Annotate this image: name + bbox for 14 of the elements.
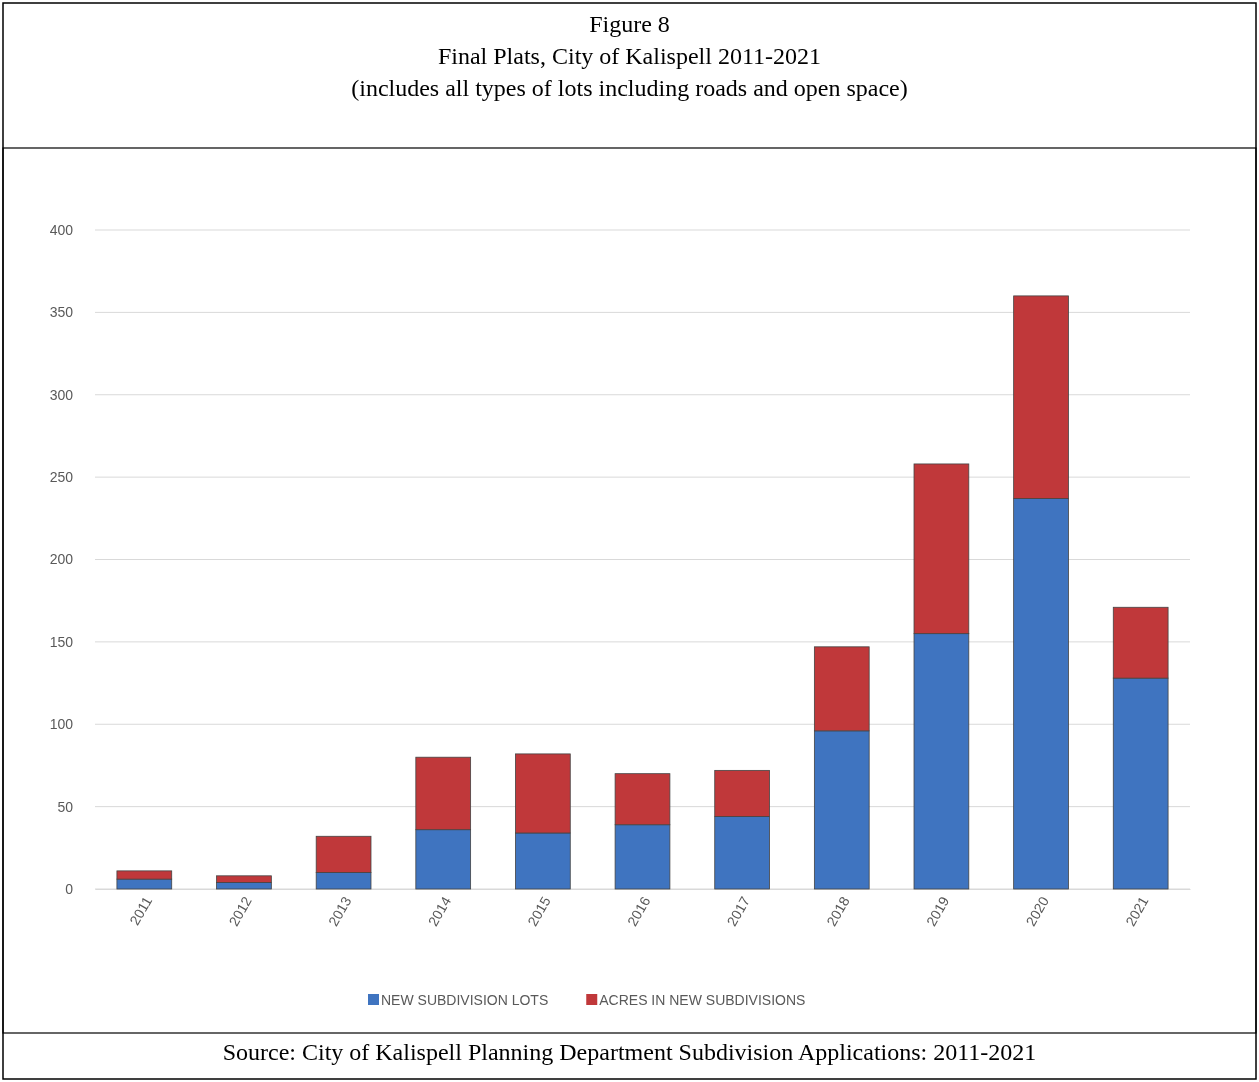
y-tick-label: 300: [49, 386, 74, 403]
y-tick-label: 0: [65, 880, 74, 897]
y-tick-label: 150: [49, 633, 74, 650]
y-tick-label: 100: [49, 716, 74, 733]
y-tick-label: 400: [49, 221, 74, 238]
legend-label: NEW SUBDIVISION LOTS: [381, 992, 549, 1008]
chart-subtitle: Final Plats, City of Kalispell 2011-2021 (includes all types of lots including roads and open space): [351, 43, 908, 101]
y-tick-label: 250: [49, 469, 74, 486]
chart-title: Figure 8: [589, 11, 670, 37]
y-tick-label: 50: [57, 798, 74, 815]
y-tick-label: 200: [49, 551, 74, 568]
legend-label: ACRES IN NEW SUBDIVISIONS: [599, 992, 806, 1008]
y-tick-label: 350: [49, 304, 74, 321]
source-note: Source: City of Kalispell Planning Department Subdivision Applications: 2011-2021: [222, 1039, 1037, 1065]
